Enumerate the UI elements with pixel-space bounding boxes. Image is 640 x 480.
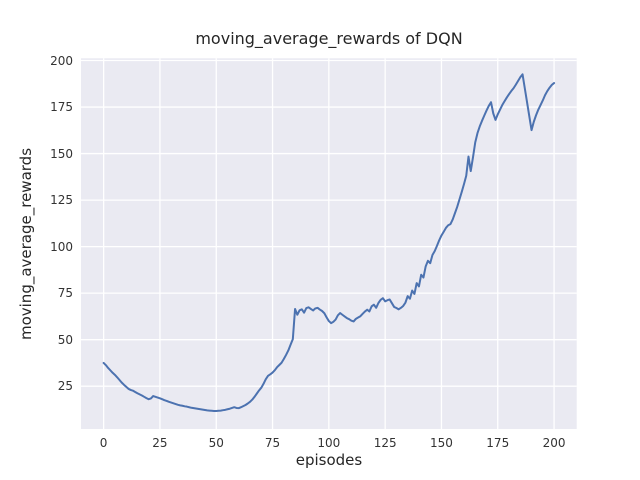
y-tick-label: 25 [57, 379, 73, 394]
y-tick-label: 150 [50, 146, 73, 161]
x-tick-label: 200 [542, 436, 566, 450]
x-tick-label: 0 [99, 436, 108, 450]
x-tick-label: 150 [430, 436, 453, 450]
y-tick-label: 125 [50, 193, 73, 208]
y-tick-label: 200 [50, 53, 73, 68]
y-tick-label: 75 [57, 286, 73, 301]
x-tick-label: 125 [373, 436, 397, 450]
chart-title: moving_average_rewards of DQN [195, 29, 463, 48]
x-tick-label: 75 [264, 436, 281, 450]
x-tick-label: 175 [486, 436, 510, 450]
x-axis-label: episodes [295, 451, 363, 469]
x-tick-label: 50 [208, 436, 224, 450]
y-tick-label: 50 [57, 332, 73, 347]
x-tick-label: 100 [317, 436, 341, 450]
y-tick-label: 175 [50, 100, 73, 115]
x-tick-label: 25 [152, 436, 168, 450]
y-tick-label: 100 [50, 239, 73, 254]
y-axis-label: moving_average_rewards [17, 147, 35, 341]
data-series-line [102, 73, 556, 412]
